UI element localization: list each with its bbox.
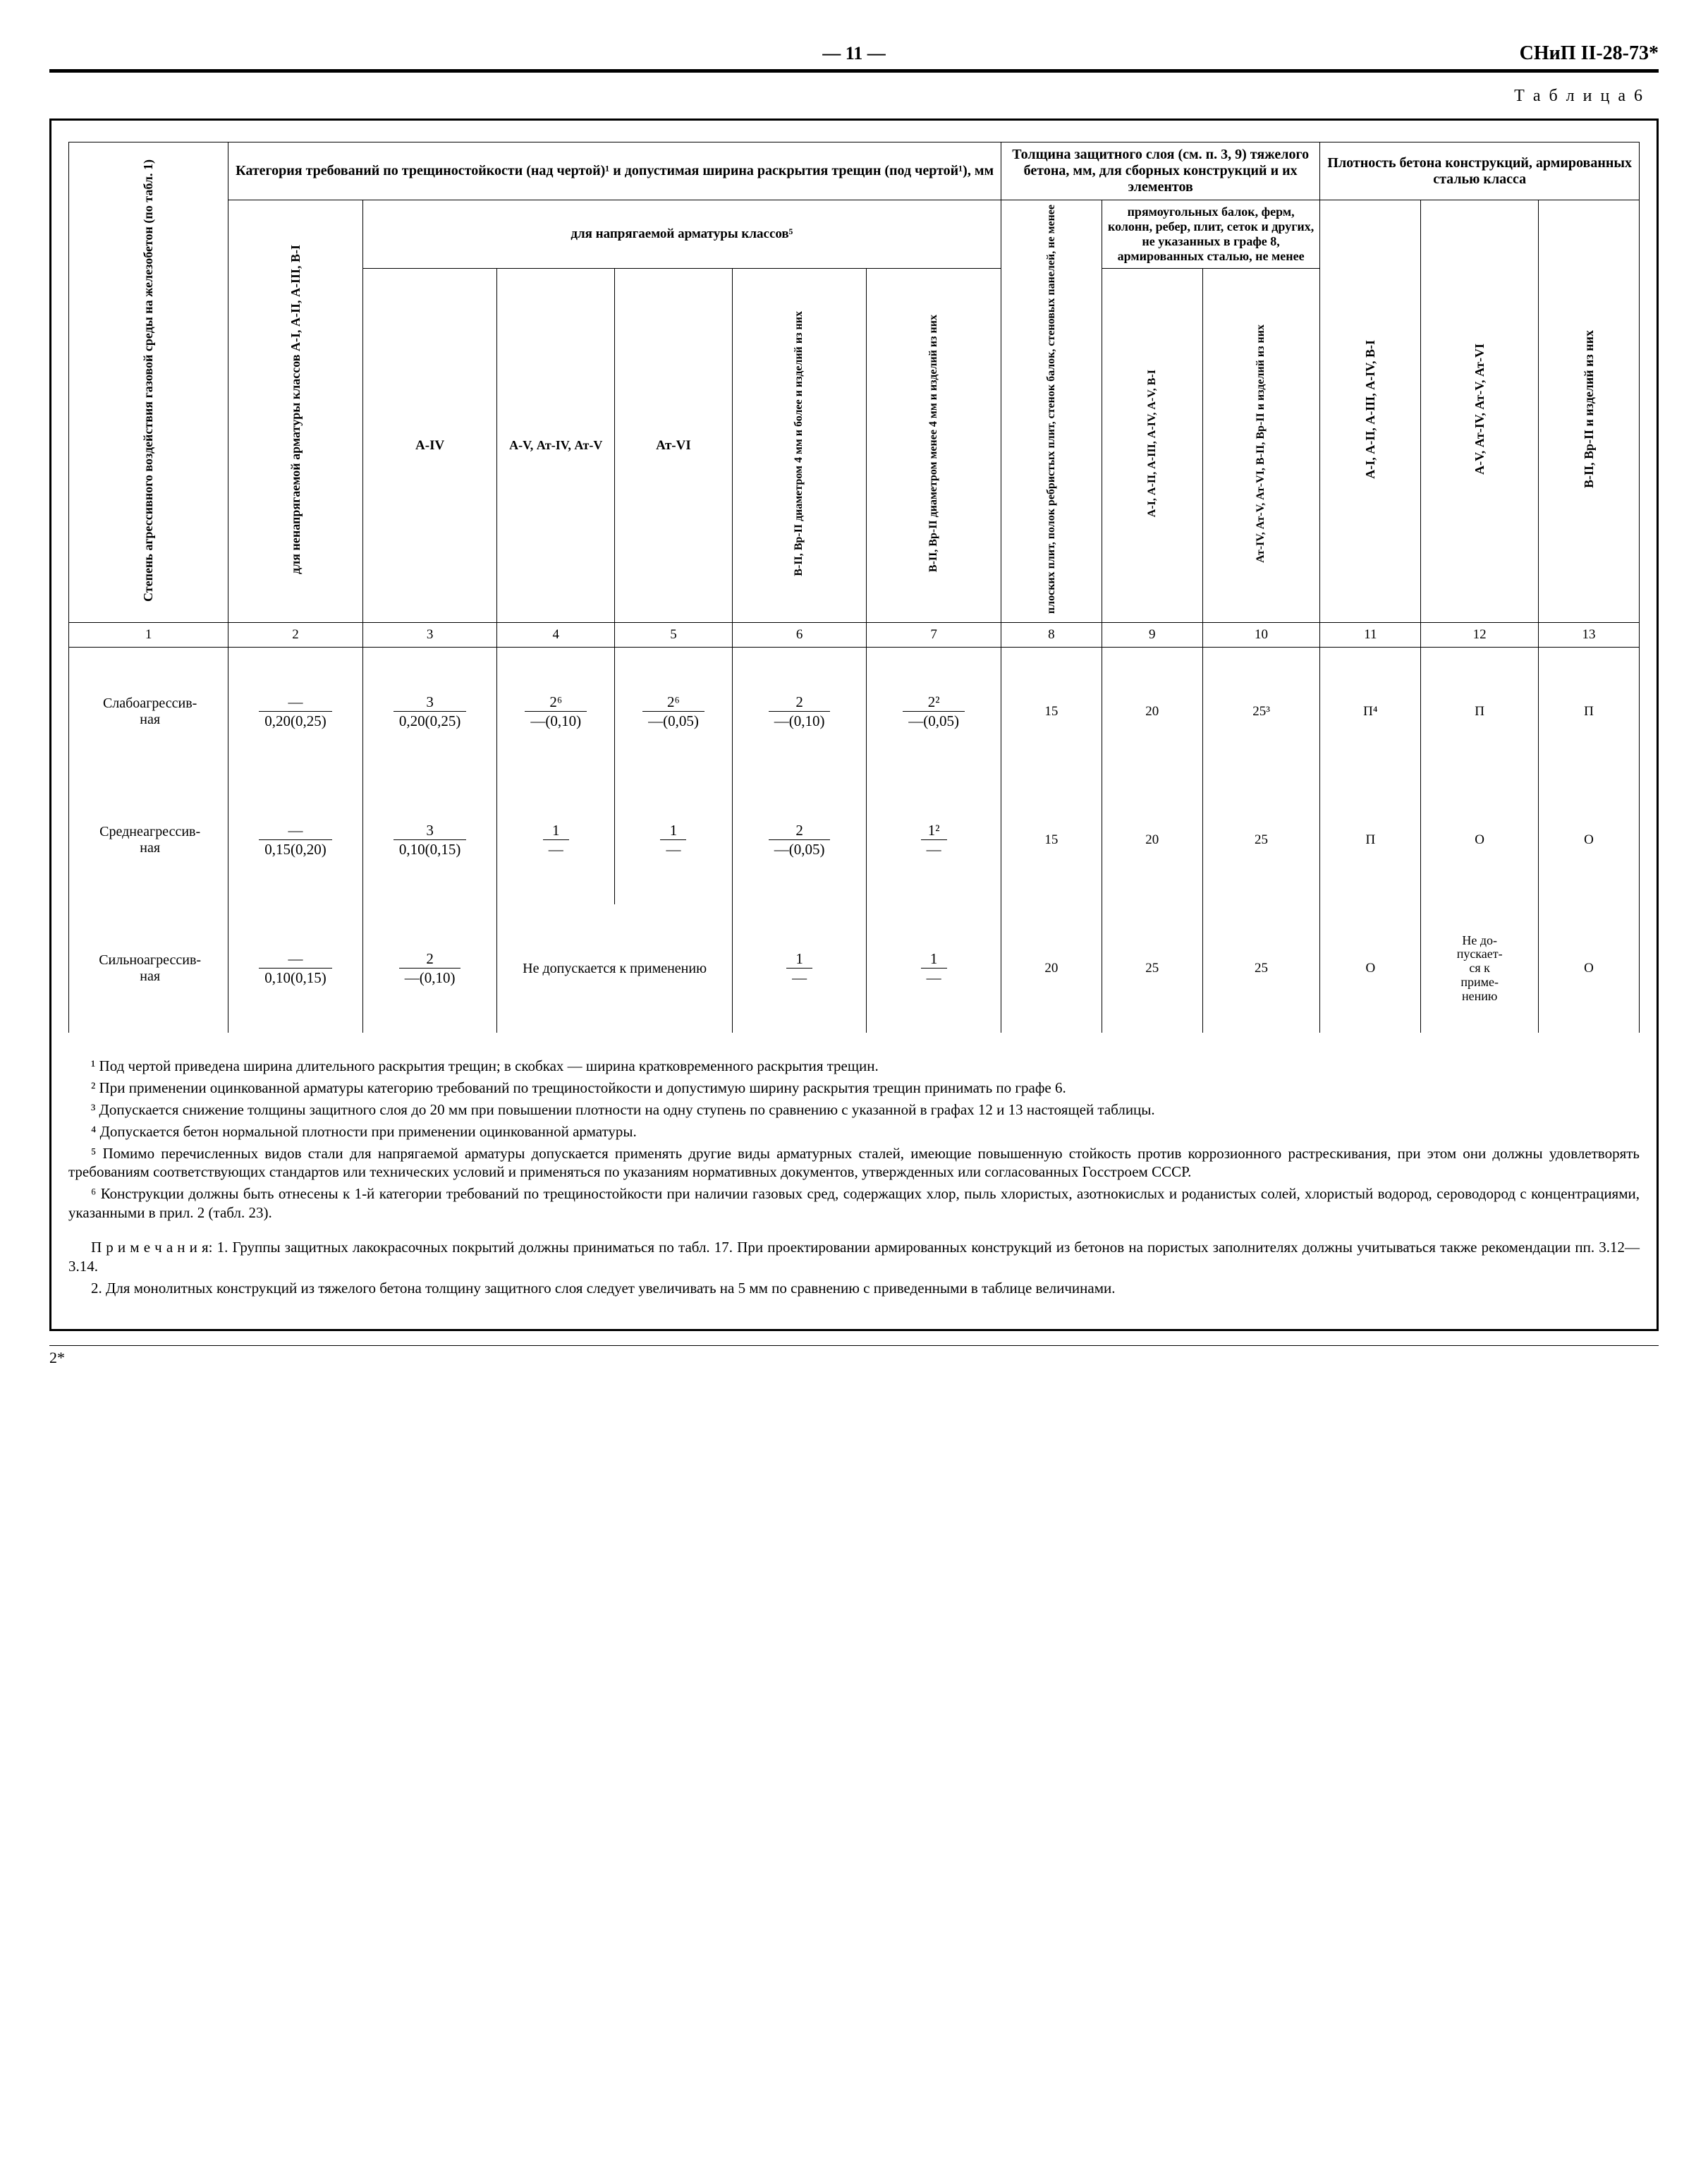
table-cell: 30,20(0,25)	[362, 648, 497, 777]
col4-header: А-V, Ат-IV, Ат-V	[497, 269, 615, 623]
col9-header: А-I, А-II, А-III, А-IV, А-V, В-I	[1146, 370, 1159, 517]
footnote: ³ Допускается снижение толщины защитного…	[68, 1100, 1640, 1119]
row-label: Среднеагрессив-ная	[69, 776, 228, 904]
col6-header: В-II, Вр-II диаметром 4 мм и более и изд…	[793, 311, 805, 576]
column-number-row: 12345678910111213	[69, 623, 1640, 648]
column-number: 4	[497, 623, 615, 648]
column-number: 8	[1001, 623, 1102, 648]
group-a-header: Категория требований по трещиностойкости…	[228, 142, 1001, 200]
column-number: 6	[732, 623, 867, 648]
group-a2-header: для напрягаемой арматуры классов⁵	[362, 200, 1001, 269]
table-cell: 1—	[615, 776, 733, 904]
col1-header: Степень агрессивного воздействия газовой…	[141, 159, 156, 602]
content-frame: Степень агрессивного воздействия газовой…	[49, 119, 1659, 1331]
column-number: 2	[228, 623, 363, 648]
page-header: — 11 — СНиП II-28-73*	[49, 42, 1659, 73]
table-cell: 25	[1202, 904, 1320, 1033]
group-c-header: Плотность бетона конструкций, армированн…	[1320, 142, 1640, 200]
table-cell: 2—(0,10)	[732, 648, 867, 777]
doc-code: СНиП II-28-73*	[1122, 42, 1659, 65]
table-cell: 2—(0,10)	[362, 904, 497, 1033]
row-label: Сильноагрессив-ная	[69, 904, 228, 1033]
table-cell: П	[1320, 776, 1421, 904]
col2-header: для ненапрягаемой арматуры классов А-I, …	[288, 245, 303, 574]
col8-header: плоских плит, полок ребристых плит, стен…	[1045, 205, 1058, 614]
table-cell: 1—	[867, 904, 1001, 1033]
footnote: ⁵ Помимо перечисленных видов стали для н…	[68, 1144, 1640, 1182]
table-cell: 1²—	[867, 776, 1001, 904]
table-cell: 15	[1001, 648, 1102, 777]
table-cell: —0,15(0,20)	[228, 776, 363, 904]
table-cell: Не допускается к применению	[497, 904, 732, 1033]
note-paragraph: П р и м е ч а н и я: 1. Группы защитных …	[68, 1238, 1640, 1276]
column-number: 13	[1539, 623, 1640, 648]
table-cell: 20	[1102, 776, 1202, 904]
col13-header: В-II, Вр-II и изделий из них	[1582, 330, 1597, 488]
col3-header: А-IV	[362, 269, 497, 623]
table-cell: О	[1539, 904, 1640, 1033]
footnote: ⁴ Допускается бетон нормальной плотности…	[68, 1122, 1640, 1141]
col10-header: Ат-IV, Ат-V, Ат-VI, В-II, Вр-II и издели…	[1255, 324, 1267, 563]
column-number: 5	[615, 623, 733, 648]
column-number: 10	[1202, 623, 1320, 648]
group-b2-header: прямоугольных балок, ферм, колонн, ребер…	[1102, 200, 1320, 269]
table-cell: Не до-пускает-ся кприме-нению	[1421, 904, 1539, 1033]
table-cell: 1—	[732, 904, 867, 1033]
group-b-header: Толщина защитного слоя (см. п. 3, 9) тяж…	[1001, 142, 1320, 200]
col12-header: А-V, Ат-IV, Ат-V, Ат-VI	[1472, 344, 1487, 475]
main-table: Степень агрессивного воздействия газовой…	[68, 142, 1640, 1033]
column-number: 3	[362, 623, 497, 648]
table-body: Слабоагрессив-ная—0,20(0,25)30,20(0,25)2…	[69, 648, 1640, 1033]
table-cell: 2—(0,05)	[732, 776, 867, 904]
table-cell: 1—	[497, 776, 615, 904]
table-cell: —0,10(0,15)	[228, 904, 363, 1033]
footnote: ⁶ Конструкции должны быть отнесены к 1-й…	[68, 1184, 1640, 1222]
table-cell: 20	[1102, 648, 1202, 777]
row-label: Слабоагрессив-ная	[69, 648, 228, 777]
table-cell: О	[1320, 904, 1421, 1033]
col7-header: В-II, Вр-II диаметром менее 4 мм и издел…	[927, 315, 940, 572]
table-cell: 2²—(0,05)	[867, 648, 1001, 777]
table-cell: П	[1421, 648, 1539, 777]
footnote: ² При применении оцинкованной арматуры к…	[68, 1079, 1640, 1098]
table-cell: П	[1539, 648, 1640, 777]
column-number: 9	[1102, 623, 1202, 648]
table-cell: П⁴	[1320, 648, 1421, 777]
table-caption: Т а б л и ц а 6	[49, 87, 1645, 106]
table-cell: О	[1421, 776, 1539, 904]
table-cell: 25	[1102, 904, 1202, 1033]
table-cell: —0,20(0,25)	[228, 648, 363, 777]
footnotes: ¹ Под чертой приведена ширина длительног…	[68, 1057, 1640, 1222]
note-paragraph: 2. Для монолитных конструкций из тяжелог…	[68, 1279, 1640, 1298]
col5-header: Ат-VI	[615, 269, 733, 623]
col11-header: А-I, А-II, А-III, А-IV, В-I	[1363, 340, 1378, 479]
table-cell: 25³	[1202, 648, 1320, 777]
footer-mark: 2*	[49, 1345, 1659, 1367]
table-cell: 30,10(0,15)	[362, 776, 497, 904]
table-cell: 25	[1202, 776, 1320, 904]
table-cell: 20	[1001, 904, 1102, 1033]
page-number: — 11 —	[586, 43, 1123, 64]
table-cell: 15	[1001, 776, 1102, 904]
table-cell: 2⁶—(0,05)	[615, 648, 733, 777]
table-cell: О	[1539, 776, 1640, 904]
table-cell: 2⁶—(0,10)	[497, 648, 615, 777]
column-number: 1	[69, 623, 228, 648]
footnote: ¹ Под чертой приведена ширина длительног…	[68, 1057, 1640, 1076]
column-number: 12	[1421, 623, 1539, 648]
primechaniya: П р и м е ч а н и я: 1. Группы защитных …	[68, 1238, 1640, 1298]
column-number: 7	[867, 623, 1001, 648]
column-number: 11	[1320, 623, 1421, 648]
